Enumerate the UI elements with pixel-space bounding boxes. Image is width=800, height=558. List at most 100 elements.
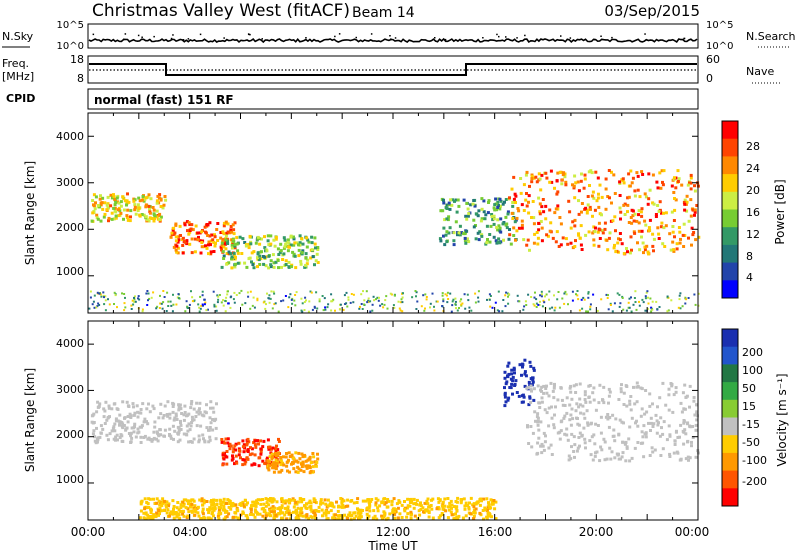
range-cell [588, 439, 592, 443]
range-cell [209, 252, 213, 256]
ground-scatter-cell [677, 306, 680, 309]
range-cell [559, 243, 563, 247]
range-cell [342, 499, 346, 503]
range-cell [620, 420, 624, 424]
range-cell [462, 198, 466, 202]
range-cell [368, 504, 372, 508]
range-cell [207, 440, 211, 444]
ground-scatter-cell [621, 295, 624, 298]
range-cell [548, 208, 552, 212]
range-cell [549, 169, 553, 173]
range-cell [304, 252, 308, 256]
ground-scatter-cell [447, 298, 450, 300]
range-cell [625, 247, 628, 250]
range-cell [450, 503, 454, 507]
ground-scatter-cell [393, 306, 396, 309]
range-cell [532, 176, 536, 180]
range-cell [280, 497, 284, 501]
range-cell [121, 195, 125, 199]
range-cell [309, 505, 313, 508]
range-cell [577, 212, 581, 216]
range-cell [181, 236, 185, 240]
range-cell [296, 500, 300, 504]
range-cell [287, 458, 290, 462]
range-cell [125, 201, 129, 205]
range-cell [607, 169, 611, 172]
range-cell [128, 219, 132, 223]
range-cell [477, 238, 481, 242]
range-cell [607, 394, 611, 398]
range-cell [92, 429, 96, 433]
range-cell [301, 249, 305, 253]
range-cell [235, 242, 239, 246]
ground-scatter-cell [585, 310, 588, 313]
range-cell [680, 410, 684, 414]
ground-scatter-cell [644, 295, 647, 298]
range-cell [241, 463, 245, 467]
range-cell [562, 171, 566, 175]
ground-scatter-cell [571, 290, 574, 293]
range-cell [598, 237, 602, 240]
ground-scatter-cell [538, 304, 541, 306]
ground-scatter-cell [470, 309, 473, 312]
range-cell [508, 228, 511, 231]
ground-scatter-cell [607, 294, 609, 297]
range-cell [685, 209, 689, 213]
range-cell [195, 424, 199, 428]
ground-scatter-cell [646, 307, 649, 310]
range-cell [540, 385, 544, 389]
ground-scatter-cell [369, 300, 372, 303]
ground-scatter-cell [540, 290, 543, 293]
range-cell [323, 498, 327, 502]
range-cell [286, 249, 290, 253]
range-cell [248, 234, 252, 238]
range-cell [222, 232, 226, 236]
range-cell [95, 426, 98, 430]
range-cell [693, 210, 697, 214]
range-cell [310, 241, 314, 245]
ground-scatter-cell [525, 304, 528, 306]
range-cell [386, 498, 390, 501]
range-cell [208, 435, 212, 439]
range-cell [120, 425, 124, 428]
ground-scatter-cell [489, 305, 492, 308]
range-cell [243, 462, 247, 466]
ground-scatter-cell [685, 298, 688, 301]
range-cell [652, 202, 656, 206]
range-cell [673, 176, 676, 180]
nsky-dot [182, 39, 185, 41]
ground-scatter-cell [198, 310, 201, 313]
range-cell [620, 383, 623, 387]
range-cell [511, 392, 514, 396]
range-cell [484, 213, 488, 217]
range-cell [287, 511, 291, 515]
ground-scatter-cell [100, 295, 103, 298]
range-cell [640, 229, 644, 233]
nsky-dot [334, 35, 336, 38]
range-cell [441, 500, 445, 504]
nsky-dot [444, 38, 447, 41]
range-cell [644, 195, 648, 199]
range-cell [469, 512, 472, 516]
range-cell [499, 199, 503, 203]
range-cell [126, 218, 130, 222]
range-cell [271, 466, 275, 470]
range-cell [383, 513, 387, 517]
range-cell [662, 420, 666, 424]
ground-scatter-cell [98, 304, 101, 306]
range-cell [594, 422, 598, 426]
range-cell [92, 193, 96, 197]
ground-scatter-cell [627, 306, 630, 309]
range-cell [196, 238, 200, 242]
range-cell [415, 498, 419, 502]
range-cell [212, 241, 216, 244]
ground-scatter-cell [323, 297, 326, 300]
ground-scatter-cell [133, 300, 136, 303]
range-cell [158, 506, 162, 510]
range-cell [508, 233, 512, 237]
ground-scatter-cell [330, 309, 333, 312]
nsky-dot [560, 35, 562, 37]
range-cell [217, 508, 221, 512]
range-cell [598, 459, 602, 463]
range-cell [526, 238, 530, 242]
